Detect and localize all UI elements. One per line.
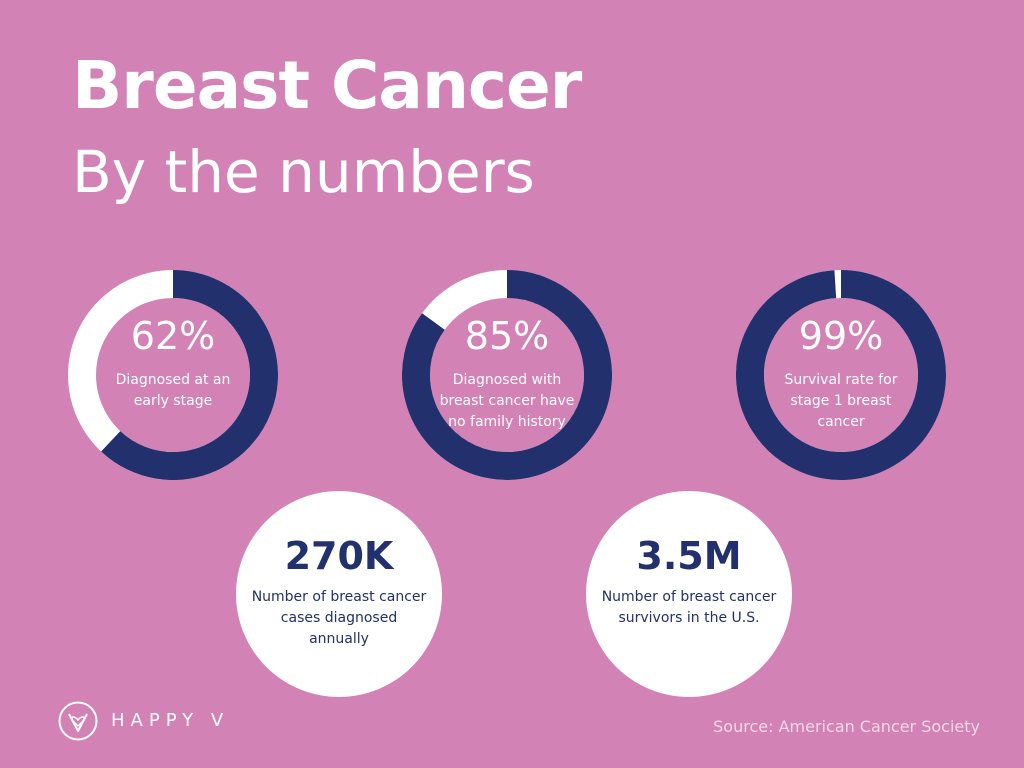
donut-chart-early-stage: 62% Diagnosed at an early stage bbox=[68, 270, 278, 480]
donut-chart-no-family-history: 85% Diagnosed with breast cancer have no… bbox=[402, 270, 612, 480]
donut-description: Diagnosed at an early stage bbox=[115, 372, 231, 409]
stat-description: Number of breast cancer cases diagnosed … bbox=[251, 589, 427, 647]
donut-svg bbox=[736, 270, 946, 480]
donut-arc-early-stage bbox=[101, 270, 278, 480]
stat-circle-annual-cases: 270K Number of breast cancer cases diagn… bbox=[236, 491, 442, 697]
stat-circle-survivors: 3.5M Number of breast cancer survivors i… bbox=[586, 491, 792, 697]
donut-svg bbox=[68, 270, 278, 480]
donut-arc-survival-rate bbox=[736, 270, 946, 480]
source-note: Source: American Cancer Society bbox=[713, 717, 980, 736]
stat-value: 3.5M bbox=[636, 534, 742, 578]
donut-arc-no-family-history bbox=[402, 270, 612, 480]
page-title: Breast Cancer bbox=[72, 47, 582, 124]
donut-chart-survival-rate: 99% Survival rate for stage 1 breast can… bbox=[736, 270, 946, 480]
donut-center: 99% Survival rate for stage 1 breast can… bbox=[736, 270, 946, 480]
donut-value: 62% bbox=[130, 314, 216, 358]
brand-name: HAPPY V bbox=[111, 710, 230, 731]
heart-v-icon bbox=[58, 701, 98, 741]
page-subtitle: By the numbers bbox=[72, 138, 535, 206]
stat-description: Number of breast cancer survivors in the… bbox=[601, 589, 777, 626]
brand-logo: HAPPY V bbox=[57, 700, 229, 742]
donut-svg bbox=[402, 270, 612, 480]
stat-value: 270K bbox=[284, 534, 394, 578]
donut-center: 85% Diagnosed with breast cancer have no… bbox=[402, 270, 612, 480]
donut-center: 62% Diagnosed at an early stage bbox=[68, 270, 278, 480]
donut-description: Diagnosed with breast cancer have no fam… bbox=[439, 372, 575, 430]
donut-value: 85% bbox=[464, 314, 550, 358]
donut-value: 99% bbox=[798, 314, 884, 358]
donut-description: Survival rate for stage 1 breast cancer bbox=[784, 372, 898, 430]
